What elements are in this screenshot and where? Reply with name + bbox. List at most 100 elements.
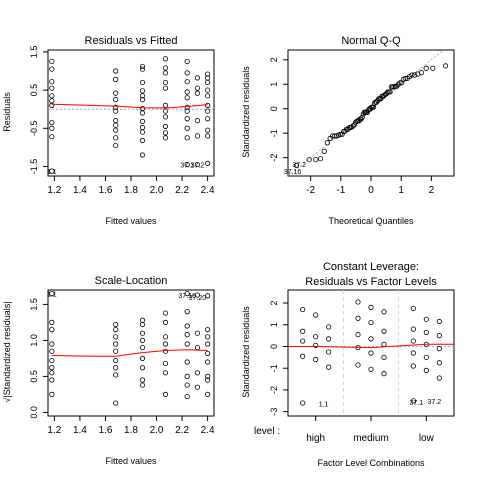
x-axis-label: Theoretical Quantiles <box>328 216 414 226</box>
x-tick-label: 1.4 <box>73 425 87 436</box>
x-tick-label: 1.6 <box>99 185 113 196</box>
data-point <box>410 398 416 404</box>
data-point <box>162 360 169 367</box>
data-point <box>139 321 146 328</box>
data-point <box>184 308 190 315</box>
y-tick-label: 1.0 <box>29 334 39 347</box>
y-tick-label: 1 <box>269 82 279 87</box>
y-tick-label: 0 <box>269 106 279 111</box>
data-point <box>184 108 190 114</box>
data-point <box>139 66 146 72</box>
data-point <box>410 326 416 332</box>
data-point <box>194 90 200 96</box>
data-point <box>194 370 200 376</box>
data-point <box>49 134 55 140</box>
y-tick-label: 1.5 <box>29 46 39 59</box>
data-point <box>113 142 119 149</box>
point-label: 1.1 <box>319 401 329 408</box>
data-point <box>184 89 190 95</box>
data-point <box>139 344 146 351</box>
x-tick-label: 2.4 <box>201 185 215 196</box>
x-tick-label: -1 <box>336 185 345 196</box>
data-point <box>423 354 429 360</box>
data-point <box>368 336 374 342</box>
data-point <box>300 400 306 406</box>
data-point <box>49 102 55 108</box>
data-point <box>162 310 169 316</box>
data-point <box>359 114 365 120</box>
data-point <box>139 105 146 112</box>
data-point <box>313 334 319 340</box>
data-point <box>162 114 169 120</box>
data-point <box>139 63 146 70</box>
category-label: low <box>419 433 435 444</box>
data-point <box>139 79 146 86</box>
data-point <box>355 315 361 321</box>
data-point <box>49 93 55 99</box>
normal-qq-panel: Normal Q-Q Theoretical Quantiles Standar… <box>241 35 455 226</box>
y-axis-label: Residuals <box>2 92 12 132</box>
data-point <box>324 140 331 146</box>
data-point <box>162 65 169 71</box>
data-point <box>436 346 442 352</box>
data-point <box>184 341 190 347</box>
data-point <box>397 80 403 86</box>
data-point <box>326 349 332 355</box>
x-tick-label: 1.4 <box>73 185 87 196</box>
data-point <box>342 128 348 134</box>
x-tick-label: 2.2 <box>175 425 189 436</box>
data-point <box>411 72 418 78</box>
data-point <box>423 367 429 373</box>
data-point <box>139 377 146 383</box>
data-point <box>184 70 190 76</box>
data-point <box>381 371 387 377</box>
point-label: 37.16 <box>178 293 196 300</box>
data-point <box>184 373 190 379</box>
data-point <box>49 168 55 174</box>
data-point <box>139 88 146 94</box>
data-point <box>368 350 374 356</box>
data-point <box>436 360 442 366</box>
data-point <box>139 118 146 125</box>
data-point <box>354 118 360 125</box>
x-axis-label: Fitted values <box>105 456 157 466</box>
data-point <box>139 93 146 99</box>
data-point <box>162 370 169 376</box>
data-point <box>306 157 312 163</box>
data-point <box>205 116 211 122</box>
data-point <box>205 102 211 108</box>
point-label: 37.2 <box>191 163 205 170</box>
data-point <box>162 56 169 62</box>
data-point <box>113 97 119 103</box>
data-point <box>113 68 119 74</box>
data-point <box>317 156 324 162</box>
data-point <box>113 127 119 133</box>
data-point <box>313 312 319 318</box>
data-point <box>436 333 442 339</box>
data-point <box>184 382 190 388</box>
data-point <box>139 337 146 343</box>
data-point <box>423 329 429 335</box>
data-point <box>162 130 169 136</box>
data-point <box>49 79 55 85</box>
plot-frame <box>287 289 455 417</box>
smoother-line <box>51 349 208 357</box>
data-point <box>194 161 200 168</box>
y-tick-label: 0.0 <box>29 406 39 419</box>
data-point <box>139 129 146 135</box>
data-point <box>381 328 387 334</box>
data-point <box>113 90 119 96</box>
data-point <box>184 95 190 101</box>
panel-title: Constant Leverage: <box>323 261 419 273</box>
y-tick-label: 2 <box>269 57 279 62</box>
data-point <box>368 304 374 310</box>
data-point <box>205 108 211 114</box>
data-point <box>184 125 190 131</box>
plot-frame <box>287 49 455 177</box>
x-tick-label: 2.0 <box>150 185 164 196</box>
point-label: 1.1 <box>47 292 57 299</box>
data-point <box>395 81 401 87</box>
data-point <box>313 356 319 363</box>
data-point <box>381 341 387 347</box>
